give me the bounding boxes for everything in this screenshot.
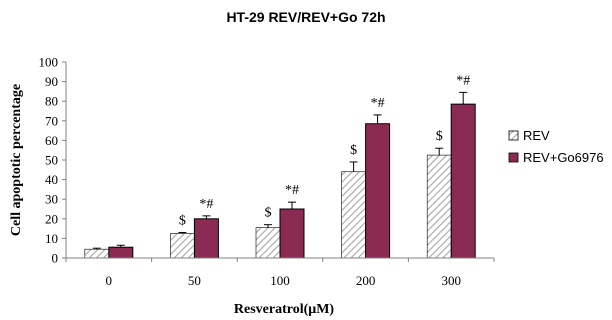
significance-marker: *#	[285, 183, 299, 198]
y-tick-label: 60	[45, 133, 58, 148]
y-tick-label: 40	[45, 172, 58, 187]
y-tick-label: 80	[45, 94, 58, 109]
legend-label-rev-go6976: REV+Go6976	[523, 150, 604, 165]
significance-marker: $	[350, 143, 357, 158]
y-tick-label: 30	[45, 192, 58, 207]
legend-swatch-rev-go6976	[508, 152, 519, 163]
x-axis-label: Resveratrol(μM)	[234, 302, 335, 317]
bar-rev-go6976	[450, 103, 476, 259]
y-tick-label: 10	[45, 231, 58, 246]
bar-rev	[84, 248, 110, 259]
bar-rev	[426, 154, 452, 259]
bar-rev	[170, 233, 195, 259]
significance-marker: $	[179, 214, 186, 229]
legend-swatch-rev	[508, 130, 519, 141]
significance-marker: *#	[371, 96, 385, 111]
y-axis-ticks: 0 10 20 30 40 50 60 70 80 90 100	[39, 55, 66, 266]
x-tick-label: 200	[356, 273, 376, 288]
x-axis-ticks: 0 50 100 200 300	[65, 258, 495, 288]
significance-marker: *#	[456, 73, 470, 88]
x-tick-label: 50	[188, 273, 201, 288]
chart-title: HT-29 REV/REV+Go 72h	[226, 9, 385, 25]
y-axis-label: Cell apoptotic percentage	[9, 84, 24, 236]
x-tick-label: 100	[270, 273, 290, 288]
bar-rev	[341, 171, 366, 259]
y-tick-label: 100	[39, 55, 59, 70]
y-tick-label: 20	[45, 211, 58, 226]
significance-annotations: $ $ $ $ *# *# *# *#	[179, 73, 470, 228]
legend: REV REV+Go6976	[508, 128, 604, 165]
bar-series	[84, 103, 476, 259]
bar-rev-go6976	[365, 123, 391, 259]
bar-rev-go6976	[108, 246, 134, 259]
bar-rev	[255, 227, 281, 259]
x-tick-label: 0	[106, 273, 113, 288]
y-tick-label: 0	[52, 251, 59, 266]
y-tick-label: 50	[45, 153, 58, 168]
significance-marker: *#	[199, 197, 213, 212]
y-tick-label: 90	[45, 74, 58, 89]
bar-rev-go6976	[279, 208, 305, 259]
bar-rev-go6976	[193, 218, 219, 259]
significance-marker: $	[265, 206, 272, 221]
legend-label-rev: REV	[523, 128, 550, 143]
y-tick-label: 70	[45, 113, 58, 128]
error-bars	[92, 91, 468, 250]
x-tick-label: 300	[441, 273, 461, 288]
significance-marker: $	[436, 129, 443, 144]
